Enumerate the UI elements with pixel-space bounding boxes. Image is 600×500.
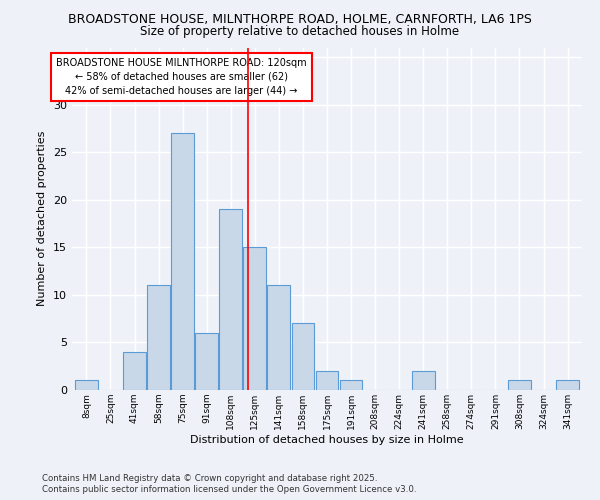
Bar [340,380,362,390]
Bar [556,380,579,390]
Bar [268,286,290,390]
Bar [508,380,531,390]
Bar [147,286,170,390]
Text: Contains HM Land Registry data © Crown copyright and database right 2025.
Contai: Contains HM Land Registry data © Crown c… [42,474,416,494]
Bar [292,324,314,390]
Text: BROADSTONE HOUSE, MILNTHORPE ROAD, HOLME, CARNFORTH, LA6 1PS: BROADSTONE HOUSE, MILNTHORPE ROAD, HOLME… [68,12,532,26]
Y-axis label: Number of detached properties: Number of detached properties [37,131,47,306]
Bar [171,133,194,390]
Text: Size of property relative to detached houses in Holme: Size of property relative to detached ho… [140,25,460,38]
Text: BROADSTONE HOUSE MILNTHORPE ROAD: 120sqm
← 58% of detached houses are smaller (6: BROADSTONE HOUSE MILNTHORPE ROAD: 120sqm… [56,58,307,96]
Bar [220,209,242,390]
Bar [75,380,98,390]
Bar [316,371,338,390]
Bar [244,248,266,390]
Bar [412,371,434,390]
X-axis label: Distribution of detached houses by size in Holme: Distribution of detached houses by size … [190,434,464,444]
Bar [123,352,146,390]
Bar [195,333,218,390]
